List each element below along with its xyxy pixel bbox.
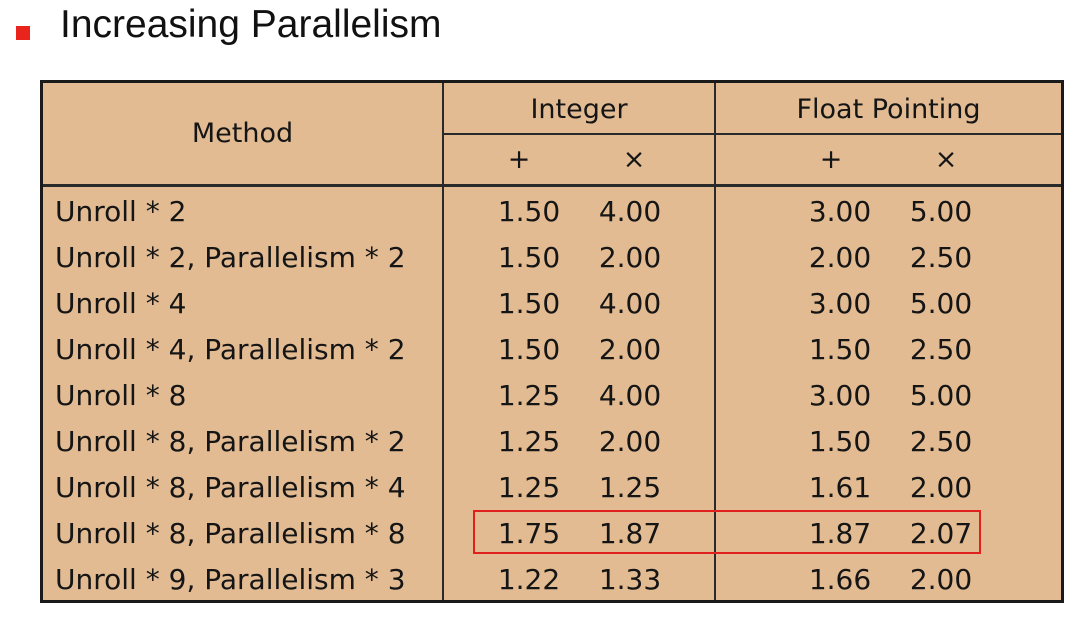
row-int-add: 1.22: [497, 563, 561, 596]
row-int-mul: 2.00: [598, 241, 662, 274]
row-method: Unroll * 4, Parallelism * 2: [55, 333, 406, 366]
bullet-icon: [16, 26, 30, 40]
highlight-box: [473, 510, 981, 554]
row-int-mul: 1.87: [598, 517, 662, 550]
row-fp-mul: 2.50: [909, 425, 973, 458]
row-fp-add: 2.00: [808, 241, 872, 274]
header-float-add: +: [819, 144, 843, 175]
row-int-mul: 4.00: [598, 287, 662, 320]
row-fp-add: 1.50: [808, 333, 872, 366]
row-fp-add: 3.00: [808, 379, 872, 412]
row-int-mul: 2.00: [598, 333, 662, 366]
header-float-mul: ×: [934, 144, 958, 175]
header-integer-mul: ×: [622, 144, 646, 175]
header-body-divider: [43, 184, 1061, 187]
row-fp-mul: 2.00: [909, 563, 973, 596]
integer-float-divider: [714, 83, 716, 600]
header-float-pointing: Float Pointing: [796, 94, 981, 125]
slide-heading: Increasing Parallelism: [60, 3, 442, 46]
row-fp-add: 1.61: [808, 471, 872, 504]
results-table: Method Integer Float Pointing + × + × Un…: [40, 80, 1064, 603]
row-method: Unroll * 8, Parallelism * 4: [55, 471, 406, 504]
row-int-add: 1.25: [497, 471, 561, 504]
method-column-divider: [442, 83, 444, 600]
row-fp-mul: 5.00: [909, 379, 973, 412]
row-fp-mul: 5.00: [909, 195, 973, 228]
header-integer-add: +: [507, 144, 531, 175]
row-fp-mul: 5.00: [909, 287, 973, 320]
row-method: Unroll * 8, Parallelism * 2: [55, 425, 406, 458]
group-header-divider: [444, 133, 1061, 135]
row-int-mul: 1.25: [598, 471, 662, 504]
row-fp-mul: 2.50: [909, 241, 973, 274]
row-int-mul: 2.00: [598, 425, 662, 458]
row-method: Unroll * 8: [55, 379, 187, 412]
row-int-mul: 4.00: [598, 195, 662, 228]
header-integer: Integer: [530, 94, 628, 125]
row-method: Unroll * 2, Parallelism * 2: [55, 241, 406, 274]
row-fp-mul: 2.07: [909, 517, 973, 550]
row-int-add: 1.75: [497, 517, 561, 550]
header-method: Method: [191, 118, 294, 149]
row-int-add: 1.25: [497, 425, 561, 458]
row-fp-add: 1.50: [808, 425, 872, 458]
row-fp-add: 1.87: [808, 517, 872, 550]
row-fp-add: 1.66: [808, 563, 872, 596]
row-method: Unroll * 4: [55, 287, 187, 320]
row-int-add: 1.50: [497, 241, 561, 274]
row-fp-mul: 2.00: [909, 471, 973, 504]
row-int-add: 1.25: [497, 379, 561, 412]
row-method: Unroll * 8, Parallelism * 8: [55, 517, 406, 550]
row-int-mul: 4.00: [598, 379, 662, 412]
row-fp-add: 3.00: [808, 195, 872, 228]
row-int-add: 1.50: [497, 333, 561, 366]
row-fp-add: 3.00: [808, 287, 872, 320]
row-int-add: 1.50: [497, 195, 561, 228]
row-int-add: 1.50: [497, 287, 561, 320]
row-int-mul: 1.33: [598, 563, 662, 596]
row-method: Unroll * 9, Parallelism * 3: [55, 563, 406, 596]
row-method: Unroll * 2: [55, 195, 187, 228]
row-fp-mul: 2.50: [909, 333, 973, 366]
